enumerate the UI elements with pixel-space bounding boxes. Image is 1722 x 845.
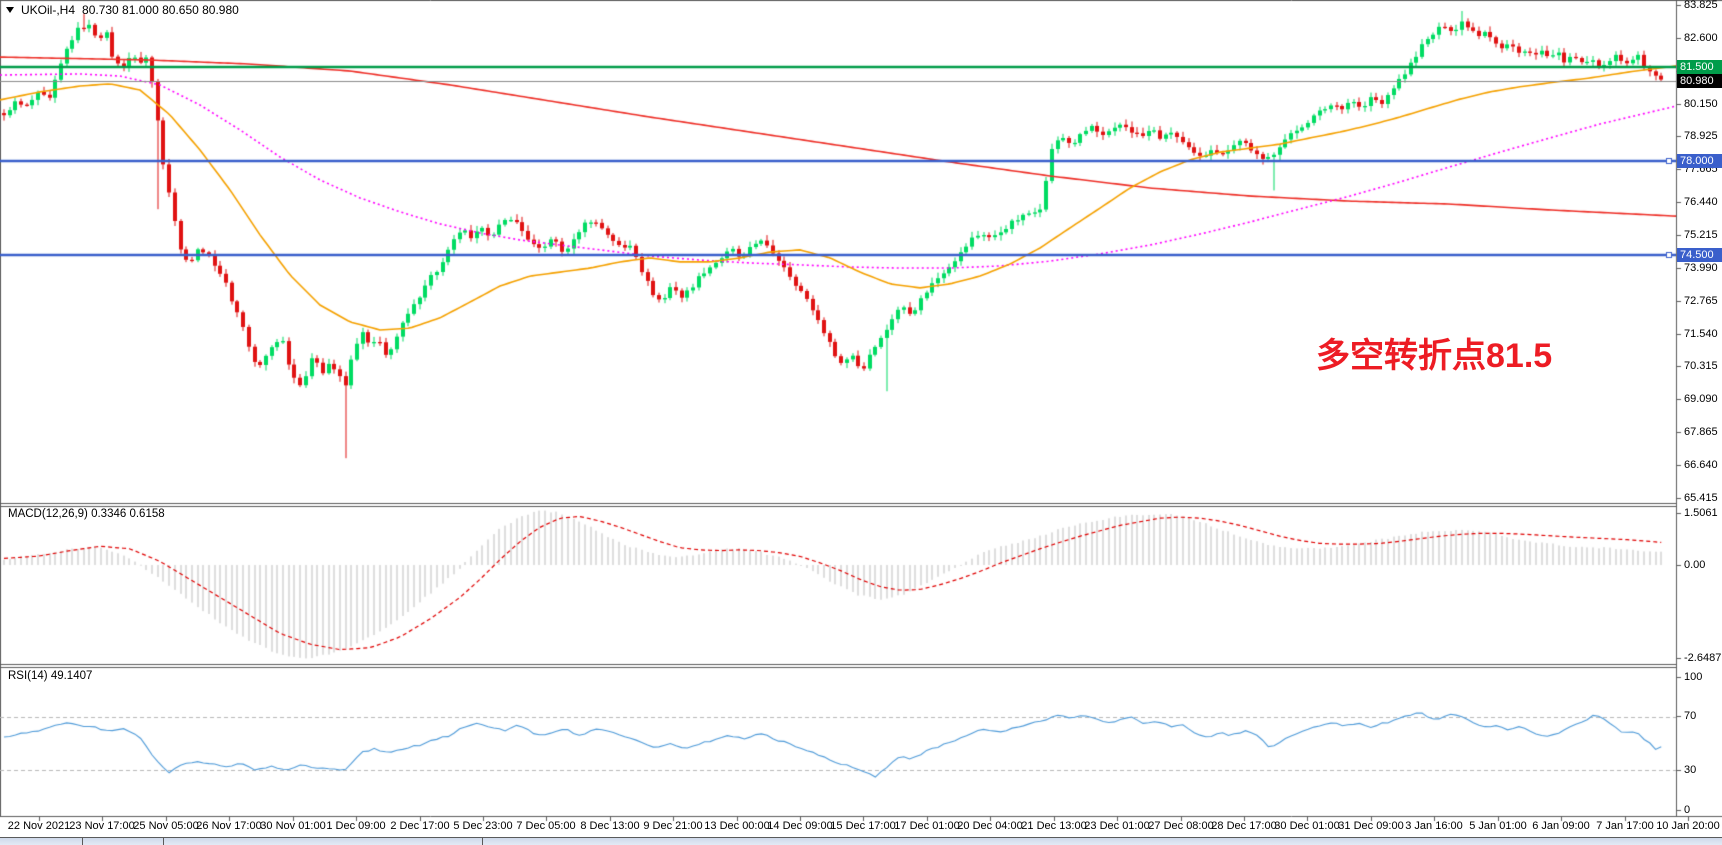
tab-divider [163, 838, 164, 845]
time-axis-label: 31 Dec 09:00 [1338, 820, 1404, 832]
time-axis-label: 23 Nov 17:00 [69, 820, 135, 832]
tab-divider [482, 838, 483, 845]
time-axis-label: 1 Dec 09:00 [326, 820, 386, 832]
time-axis-label: 15 Dec 17:00 [830, 820, 896, 832]
price-axis-label: 70.315 [1684, 360, 1718, 372]
price-axis-label: 76.440 [1684, 196, 1718, 208]
hline-price-tag[interactable]: 74.500 [1677, 248, 1722, 262]
hline-price-tag[interactable]: 78.000 [1677, 154, 1722, 168]
price-axis-label: 82.600 [1684, 32, 1718, 44]
price-axis-label: 69.090 [1684, 393, 1718, 405]
time-axis-label: 7 Jan 17:00 [1596, 820, 1654, 832]
hline-price-tag[interactable]: 81.500 [1677, 60, 1722, 74]
macd-axis-label: 0.00 [1684, 559, 1706, 571]
macd-axis-label: -2.6487 [1684, 652, 1722, 664]
chart-tabs-strip[interactable] [0, 837, 1722, 845]
time-axis-label: 5 Dec 23:00 [453, 820, 513, 832]
time-axis-label: 13 Dec 00:00 [704, 820, 770, 832]
current-price-tag: 80.980 [1677, 74, 1722, 88]
price-axis-label: 66.640 [1684, 459, 1718, 471]
time-axis-label: 2 Dec 17:00 [390, 820, 450, 832]
time-axis-label: 9 Dec 21:00 [643, 820, 703, 832]
time-axis-label: 30 Nov 01:00 [260, 820, 326, 832]
symbol-name: UKOil-,H4 [21, 3, 76, 17]
time-axis-label: 30 Dec 01:00 [1274, 820, 1340, 832]
time-axis-label: 14 Dec 09:00 [767, 820, 833, 832]
price-axis[interactable]: 83.82582.60081.37580.15078.92577.66576.4… [0, 0, 1722, 816]
time-axis[interactable]: 22 Nov 2021 23 Nov 17:00 25 Nov 05:00 26 No… [0, 818, 1722, 835]
price-axis-label: 83.825 [1684, 0, 1718, 11]
macd-axis-label: 1.5061 [1684, 507, 1718, 519]
macd-indicator-label: MACD(12,26,9) 0.3346 0.6158 [8, 508, 165, 520]
price-axis-label: 65.415 [1684, 492, 1718, 504]
time-axis-label: 23 Dec 01:00 [1084, 820, 1150, 832]
time-axis-label: 28 Dec 17:00 [1211, 820, 1277, 832]
price-axis-label: 73.990 [1684, 262, 1718, 274]
time-axis-label: 26 Nov 17:00 [196, 820, 262, 832]
time-axis-label: 3 Jan 16:00 [1405, 820, 1463, 832]
time-axis-label: 8 Dec 13:00 [580, 820, 640, 832]
annotation-text[interactable]: 多空转折点81.5 [1316, 337, 1553, 375]
price-axis-label: 78.925 [1684, 130, 1718, 142]
time-axis-label: 21 Dec 13:00 [1021, 820, 1087, 832]
price-axis-label: 67.865 [1684, 426, 1718, 438]
symbol-title-bar: UKOil-,H4 80.730 81.000 80.650 80.980 [6, 3, 239, 17]
time-axis-label: 17 Dec 01:00 [894, 820, 960, 832]
price-axis-label: 75.215 [1684, 229, 1718, 241]
time-axis-label: 20 Dec 04:00 [957, 820, 1023, 832]
rsi-axis-label: 70 [1684, 710, 1697, 722]
rsi-indicator-label: RSI(14) 49.1407 [8, 670, 93, 682]
ohlc-values: 80.730 81.000 80.650 80.980 [82, 3, 239, 17]
time-axis-label: 22 Nov 2021 [7, 820, 71, 832]
price-axis-label: 71.540 [1684, 328, 1718, 340]
price-axis-label: 80.150 [1684, 98, 1718, 110]
price-axis-label: 72.765 [1684, 295, 1718, 307]
rsi-axis-label: 30 [1684, 764, 1697, 776]
time-axis-label: 7 Dec 05:00 [516, 820, 576, 832]
time-axis-label: 10 Jan 20:00 [1656, 820, 1720, 832]
time-axis-label: 5 Jan 01:00 [1469, 820, 1527, 832]
rsi-axis-label: 0 [1684, 804, 1691, 816]
time-axis-label: 25 Nov 05:00 [133, 820, 199, 832]
tab-divider [82, 838, 83, 845]
rsi-axis-label: 100 [1684, 671, 1703, 683]
symbol-dropdown-icon[interactable] [6, 7, 14, 13]
time-axis-label: 6 Jan 09:00 [1532, 820, 1590, 832]
time-axis-label: 27 Dec 08:00 [1148, 820, 1214, 832]
